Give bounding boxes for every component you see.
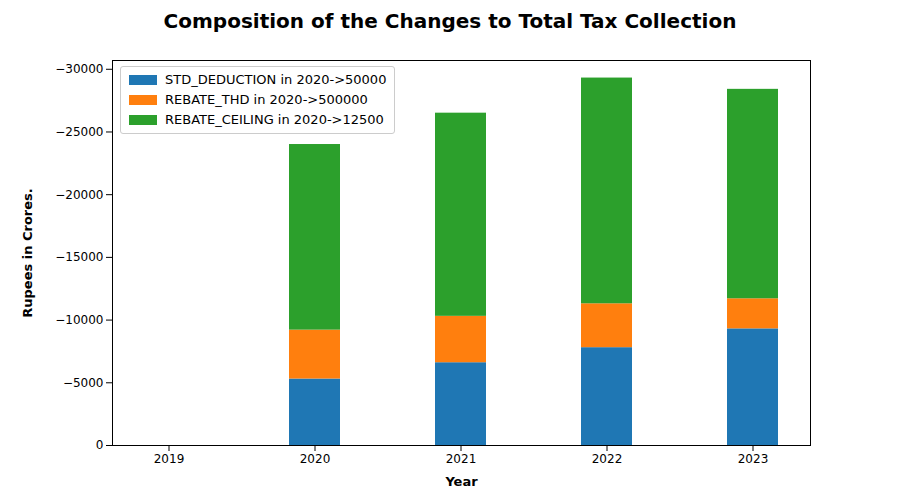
svg-text:−20000: −20000 — [55, 188, 103, 202]
svg-text:2021: 2021 — [446, 452, 477, 466]
html-text:Composition of the Changes to: Composition of the Changes to Total Tax … — [163, 9, 737, 33]
svg-text:2019: 2019 — [154, 452, 185, 466]
svg-text:−25000: −25000 — [55, 125, 103, 139]
html-text:STD_DEDUCTION in 2020->50000: STD_DEDUCTION in 2020->50000 — [165, 72, 387, 87]
svg-text:−30000: −30000 — [55, 62, 103, 76]
html-text:REBATE_CEILING in 2020->12500: REBATE_CEILING in 2020->12500 — [165, 112, 384, 127]
svg-text:Rupees in Crores.: Rupees in Crores. — [20, 188, 35, 318]
svg-text:−15000: −15000 — [55, 250, 103, 264]
svg-text:0: 0 — [96, 438, 104, 452]
svg-text:2022: 2022 — [592, 452, 623, 466]
svg-text:2023: 2023 — [738, 452, 769, 466]
svg-text:−10000: −10000 — [55, 313, 103, 327]
svg-text:Year: Year — [444, 474, 478, 489]
html-text:REBATE_THD in 2020->500000: REBATE_THD in 2020->500000 — [165, 92, 368, 107]
svg-text:2020: 2020 — [300, 452, 331, 466]
svg-text:−5000: −5000 — [63, 376, 104, 390]
